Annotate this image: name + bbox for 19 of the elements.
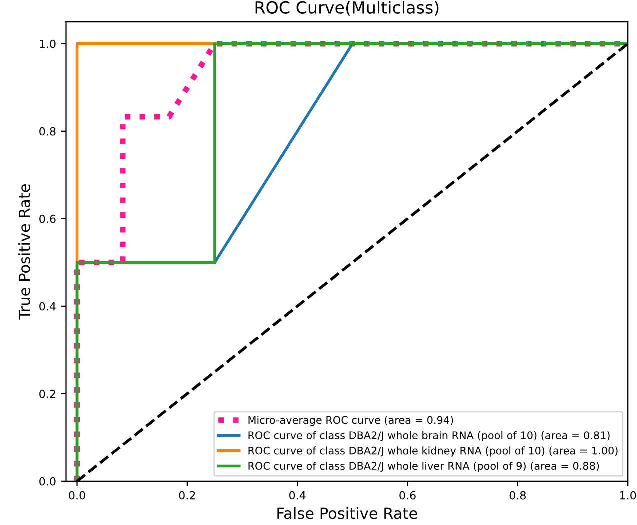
x-tick-label: 0.8: [510, 491, 526, 500]
y-axis-title: True Positive Rate: [18, 184, 30, 320]
x-tick-label: 0.0: [69, 491, 86, 500]
legend-label: ROC curve of class DBA2/J whole liver RNA (pool of 9) (area = 0.88): [248, 462, 600, 472]
x-tick-label: 0.2: [179, 491, 196, 500]
y-tick-label: 0.2: [40, 390, 56, 398]
y-tick-label: 0.0: [40, 477, 56, 486]
x-tick-label: 0.6: [400, 491, 416, 500]
x-axis-title: False Positive Rate: [278, 507, 418, 520]
legend-label: ROC curve of class DBA2/J whole brain RNA (pool of 10) (area = 0.81): [248, 431, 610, 442]
x-tick-label: 1.0: [620, 491, 636, 500]
y-tick-label: 1.0: [40, 40, 56, 48]
chart-title: ROC Curve(Multiclass): [256, 1, 439, 16]
x-tick-label: 0.4: [289, 491, 306, 500]
y-tick-label: 0.8: [40, 127, 56, 136]
legend-label: ROC curve of class DBA2/J whole kidney RNA (pool of 10) (area = 1.00): [248, 446, 618, 457]
y-tick-label: 0.4: [40, 302, 56, 311]
y-tick-label: 0.6: [40, 214, 56, 224]
legend-label: Micro-average ROC curve (area = 0.94): [248, 416, 454, 426]
